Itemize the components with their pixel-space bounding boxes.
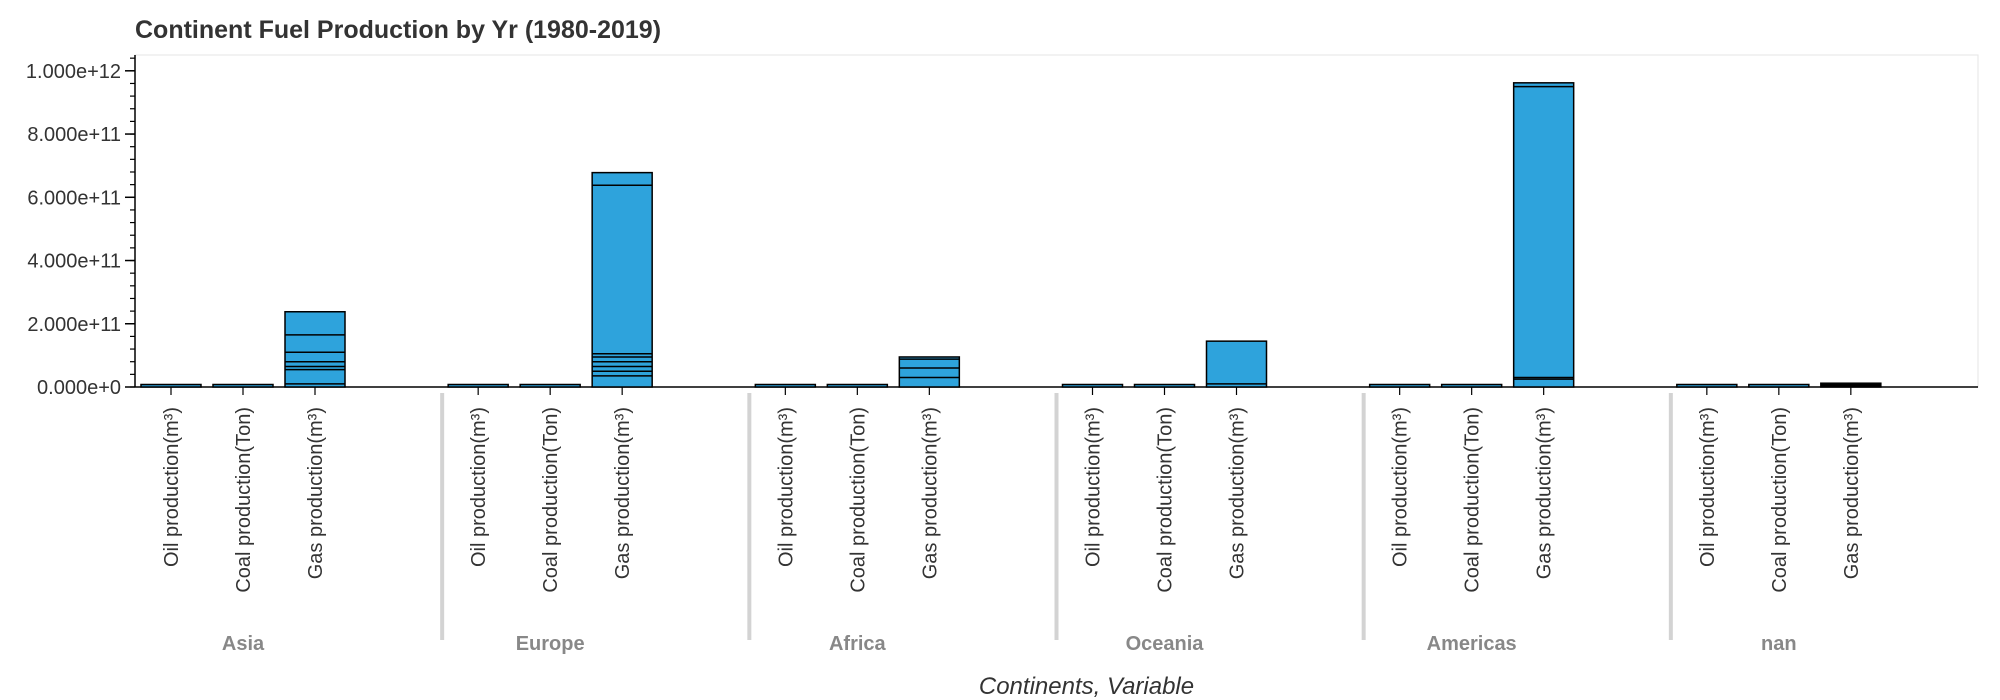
x-category-label: Oil production(m³) (161, 407, 183, 567)
bar-africa-oil (754, 383, 817, 388)
x-category-label: Coal production(Ton) (1155, 407, 1177, 593)
x-category-label: Coal production(Ton) (1769, 407, 1791, 593)
y-tick-label: 8.000e+11 (27, 124, 121, 146)
bar-nan-coal (1748, 383, 1810, 388)
group-label-americas: Americas (1427, 633, 1517, 655)
bar-americas-coal (1440, 383, 1503, 388)
bar-europe-oil (447, 383, 509, 388)
bar-oceania-gas (1205, 340, 1268, 388)
bar-europe-gas (591, 171, 653, 388)
group-label-oceania: Oceania (1126, 633, 1205, 655)
x-category-label: Oil production(m³) (468, 407, 490, 567)
x-category-label: Oil production(m³) (775, 407, 797, 567)
bar-americas-gas (1512, 82, 1575, 388)
x-category-label: Coal production(Ton) (540, 407, 562, 593)
y-tick-label: 2.000e+11 (27, 314, 121, 336)
x-category-label: Gas production(m³) (1534, 407, 1556, 579)
y-tick-label: 1.000e+12 (26, 61, 121, 83)
x-axis-title: Continents, Variable (979, 673, 1194, 700)
x-category-label: Gas production(m³) (1841, 407, 1863, 579)
bar-africa-gas (898, 356, 961, 388)
x-category-label: Oil production(m³) (1083, 407, 1105, 567)
y-tick-label: 6.000e+11 (27, 187, 121, 209)
bar-europe-coal (519, 383, 581, 388)
y-tick-label: 4.000e+11 (27, 251, 121, 273)
x-category-label: Coal production(Ton) (847, 407, 869, 593)
group-label-africa: Africa (829, 633, 887, 655)
bar-asia-coal (212, 383, 274, 388)
group-label-europe: Europe (516, 633, 585, 655)
x-category-label: Oil production(m³) (1390, 407, 1412, 567)
bar-asia-gas (284, 310, 346, 388)
x-category-label: Coal production(Ton) (1462, 407, 1484, 593)
bar-oceania-coal (1133, 383, 1196, 388)
group-label-asia: Asia (222, 633, 265, 655)
bar-oceania-oil (1061, 383, 1124, 388)
bar-nan-oil (1676, 383, 1738, 388)
plot-frame (134, 54, 1979, 388)
group-label-nan: nan (1761, 633, 1797, 655)
x-category-label: Coal production(Ton) (233, 407, 255, 593)
x-category-label: Gas production(m³) (1227, 407, 1249, 579)
y-tick-label: 0.000e+0 (37, 377, 121, 399)
bar-americas-oil (1368, 383, 1431, 388)
x-category-label: Gas production(m³) (612, 407, 634, 579)
chart-title: Continent Fuel Production by Yr (1980-20… (135, 16, 662, 44)
x-category-label: Gas production(m³) (305, 407, 327, 579)
x-category-label: Oil production(m³) (1697, 407, 1719, 567)
bar-asia-oil (140, 383, 202, 388)
bar-africa-coal (826, 383, 889, 388)
x-category-label: Gas production(m³) (919, 407, 941, 579)
